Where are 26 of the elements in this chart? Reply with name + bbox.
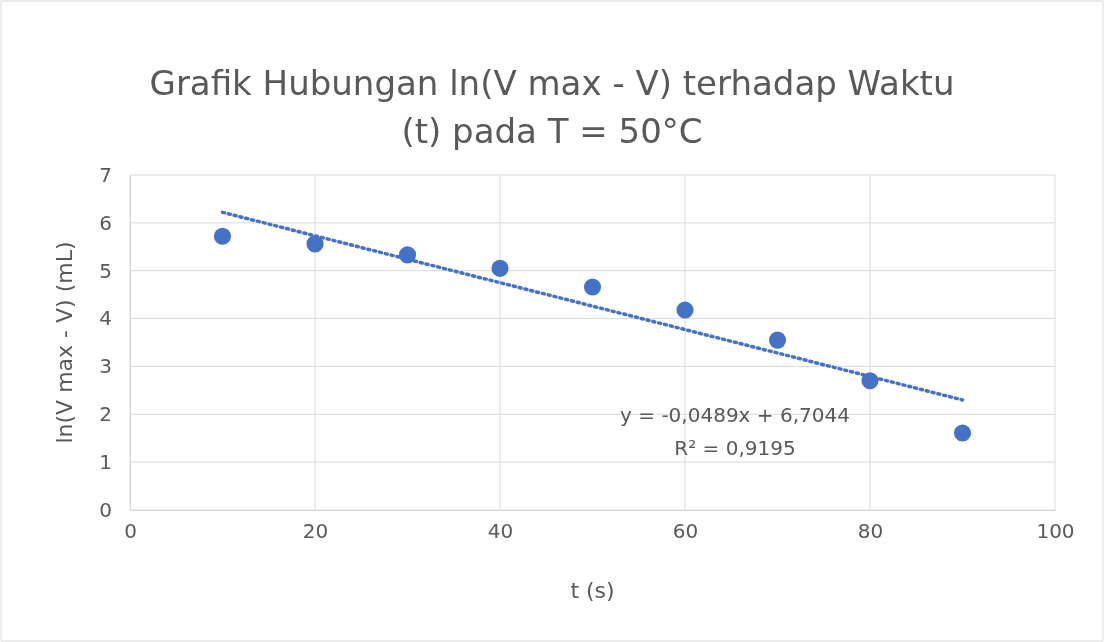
point: [676, 301, 694, 319]
y-tick-label: 1: [99, 450, 112, 475]
annotation: R² = 0,9195: [674, 436, 796, 460]
point: [768, 331, 787, 349]
y-tick-label: 0: [99, 497, 112, 522]
x-tick-label: 100: [1036, 519, 1075, 544]
point: [583, 278, 602, 296]
x-axis-title: t (s): [570, 578, 615, 603]
point: [953, 424, 972, 442]
x-tick-label: 60: [672, 519, 699, 544]
chart-title: Grafik Hubungan ln(V max - V) terhadap Waktu (t) pada T = 50°C: [149, 63, 955, 151]
y-tick-label: 7: [99, 162, 112, 187]
y-tick-label: 2: [99, 402, 112, 427]
y-tick-label: 4: [99, 306, 112, 331]
point: [491, 259, 509, 277]
point: [306, 235, 324, 253]
annotation: y = -0,0489x + 6,7044: [620, 403, 850, 427]
y-axis-title: ln(V max - V) (mL): [52, 241, 77, 444]
x-tick-label: 20: [302, 519, 329, 544]
x-tick-label: 0: [124, 519, 137, 544]
y-tick-label: 6: [99, 210, 112, 235]
x-tick-label: 80: [857, 519, 884, 544]
x-tick-label: 40: [487, 519, 514, 544]
y-tick-label: 3: [99, 354, 112, 379]
point: [213, 227, 232, 245]
y-tick-label: 5: [99, 258, 112, 283]
